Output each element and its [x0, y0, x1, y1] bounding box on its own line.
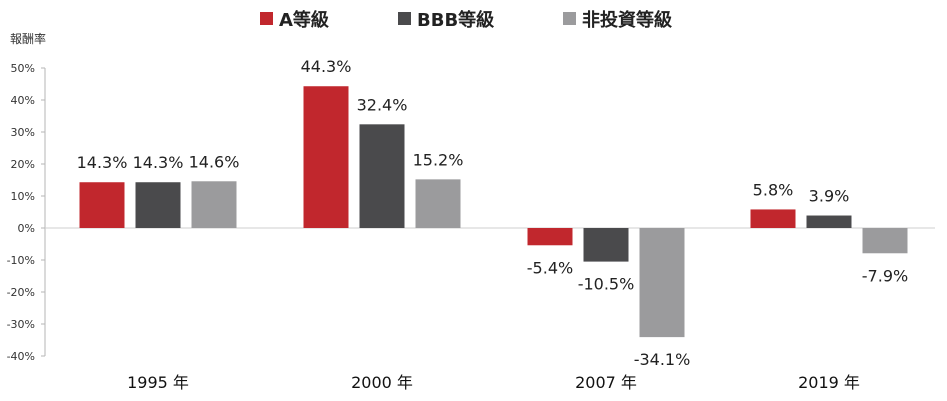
data-label: -5.4%: [527, 258, 573, 277]
legend-swatch: [260, 12, 273, 25]
data-label: 3.9%: [809, 187, 850, 206]
y-tick-label: -20%: [7, 286, 35, 299]
y-tick-label: 20%: [11, 158, 35, 171]
category-label: 2007 年: [575, 373, 637, 392]
category-labels: 1995 年 2000 年 2007 年 2019 年: [127, 373, 860, 392]
y-tick-label: 40%: [11, 94, 35, 107]
bar: [806, 215, 852, 228]
data-label: -10.5%: [578, 275, 635, 294]
legend-label: 非投資等級: [582, 9, 672, 31]
y-tick-label: -30%: [7, 318, 35, 331]
data-label: 32.4%: [357, 95, 408, 114]
legend-label: BBB等級: [417, 9, 494, 31]
data-label: 14.3%: [133, 153, 184, 172]
bar: [359, 124, 405, 228]
y-tick-label: -10%: [7, 254, 35, 267]
legend-swatch: [563, 12, 576, 25]
y-axis-label: 報酬率: [10, 31, 46, 46]
data-label: 15.2%: [413, 150, 464, 169]
bar: [415, 179, 461, 228]
legend: A等級 BBB等級 非投資等級: [260, 9, 672, 31]
legend-label: A等級: [279, 9, 329, 31]
bar: [135, 182, 181, 228]
data-label: -7.9%: [862, 266, 908, 285]
data-label: 5.8%: [753, 180, 794, 199]
category-label: 2019 年: [798, 373, 860, 392]
bar: [527, 228, 573, 246]
bar: [303, 86, 349, 229]
category-label: 1995 年: [127, 373, 189, 392]
bar: [583, 228, 629, 262]
y-tick-label: 50%: [11, 62, 35, 75]
y-tick-label: 30%: [11, 126, 35, 139]
data-label: 14.6%: [189, 152, 240, 171]
category-label: 2000 年: [351, 373, 413, 392]
data-label: 44.3%: [301, 57, 352, 76]
y-tick-label: -40%: [7, 350, 35, 363]
bar: [79, 182, 125, 228]
bar: [862, 228, 908, 254]
data-label: -34.1%: [634, 350, 691, 369]
bars: 14.3% 14.3% 14.6% 44.3% 32.4% 15.2% -5.4% -10.5…: [77, 57, 909, 369]
bar: [639, 228, 685, 338]
data-label: 14.3%: [77, 153, 128, 172]
legend-swatch: [398, 12, 411, 25]
bar: [750, 209, 796, 228]
bar: [191, 181, 237, 228]
y-tick-label: 10%: [11, 190, 35, 203]
y-tick-label: 0%: [18, 222, 35, 235]
